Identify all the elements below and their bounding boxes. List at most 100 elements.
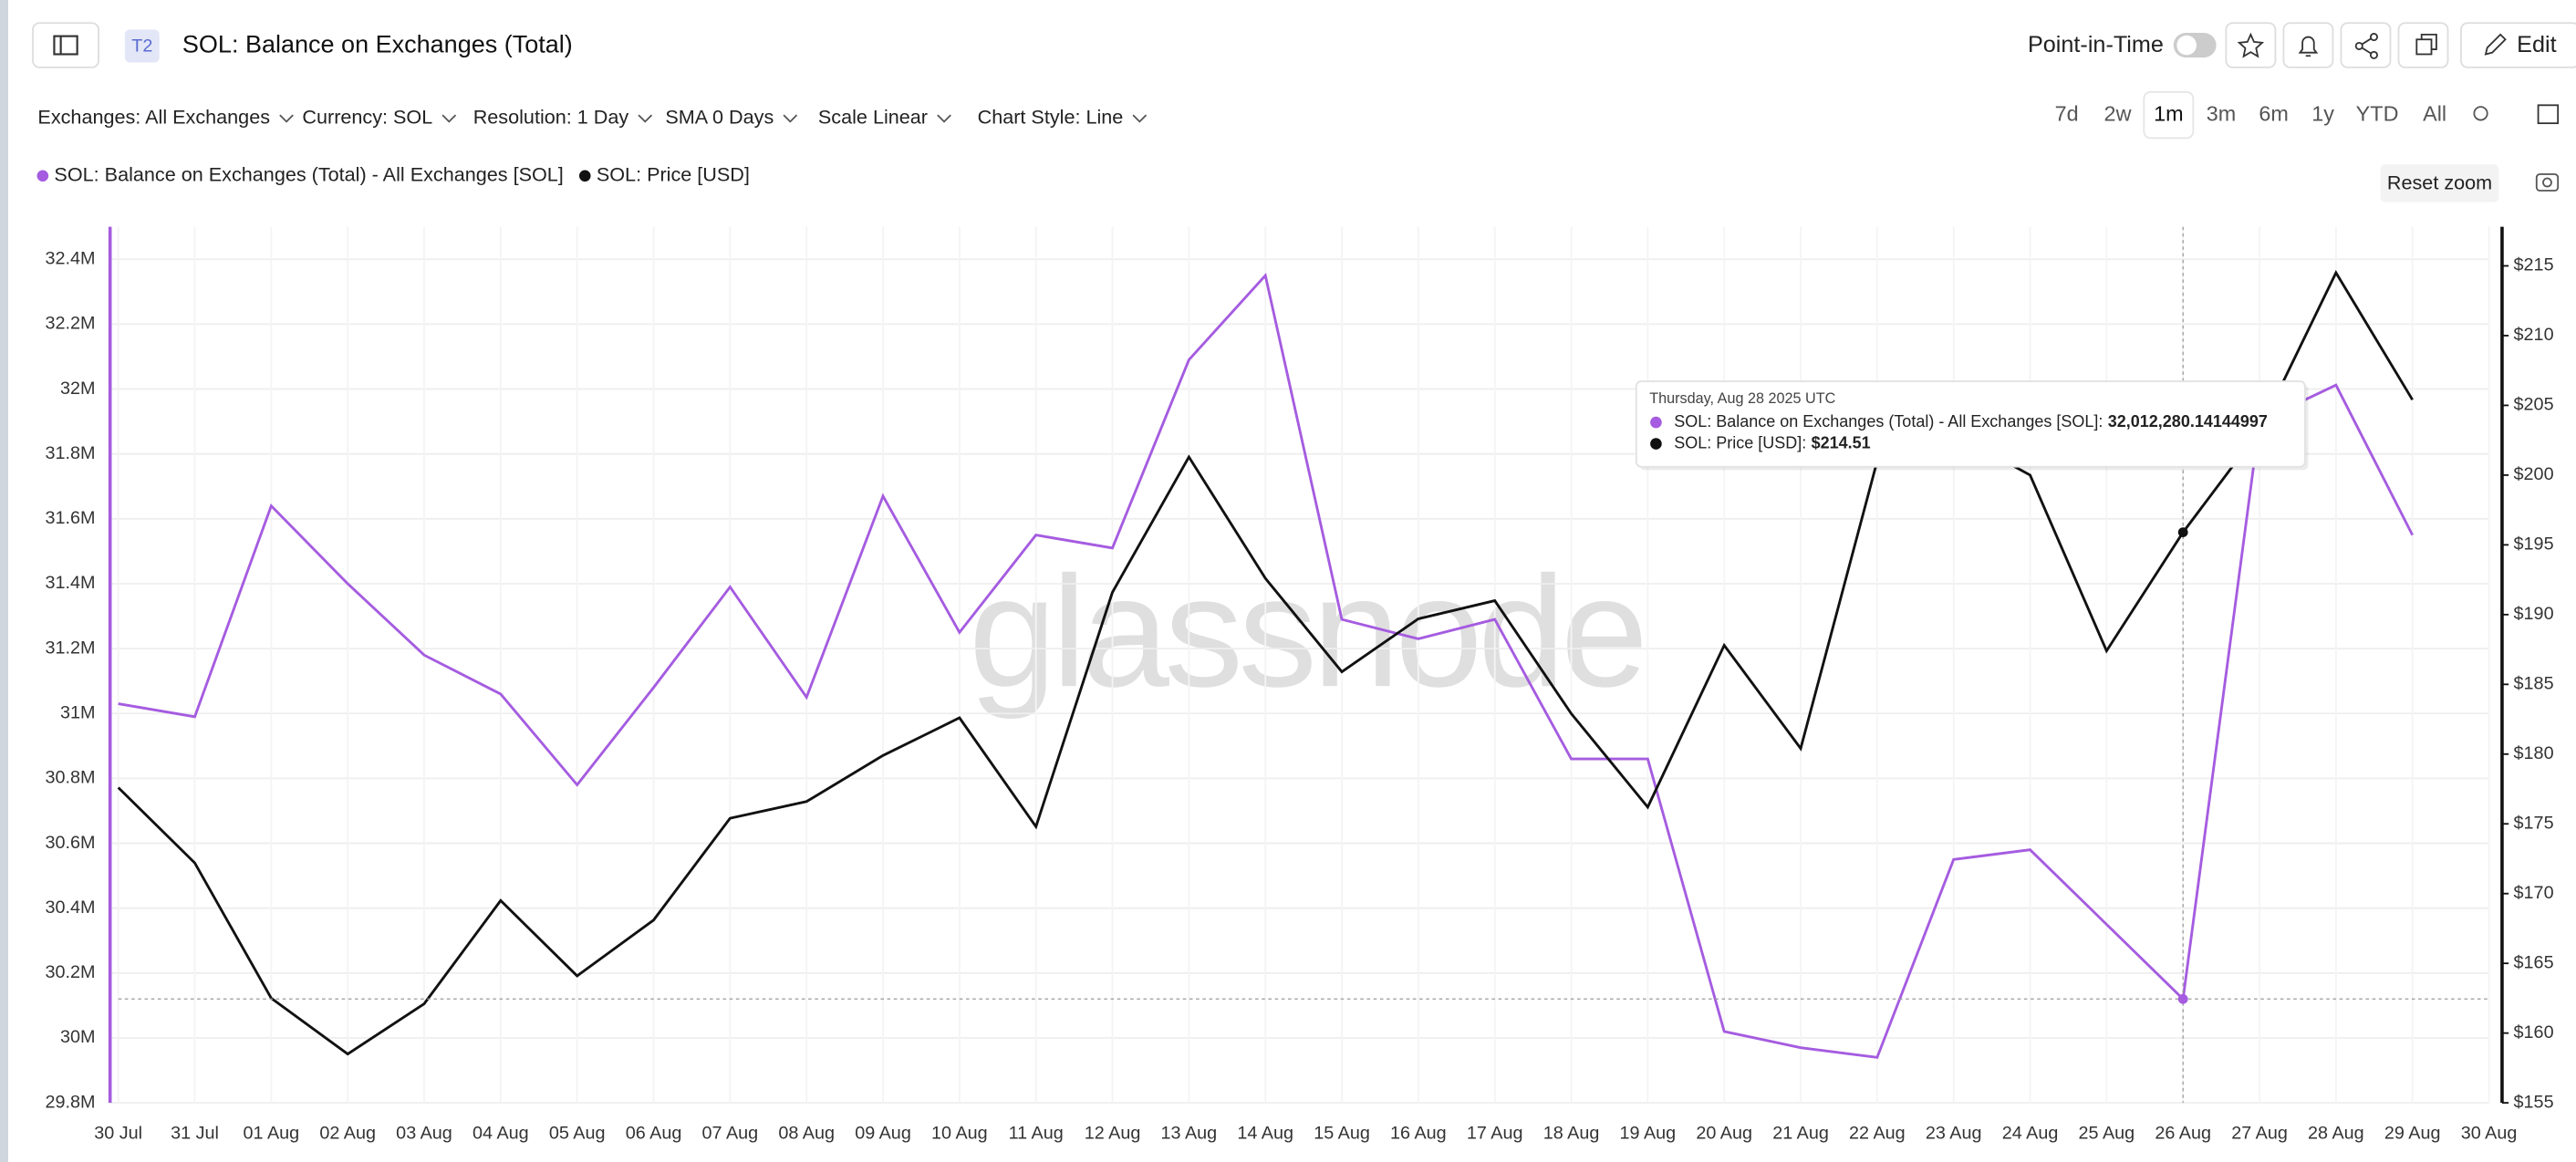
y2-tick-label: $175 bbox=[2514, 813, 2554, 833]
legend-entry[interactable]: SOL: Balance on Exchanges (Total) - All … bbox=[54, 163, 563, 186]
x-tick-label: 19 Aug bbox=[1620, 1124, 1677, 1144]
watermark: glassnode bbox=[969, 543, 1644, 720]
hover-point bbox=[2177, 993, 2188, 1004]
y2-tick-label: $170 bbox=[2514, 883, 2554, 903]
legend-dot bbox=[36, 170, 49, 182]
active-range-bg bbox=[2143, 91, 2195, 140]
y-tick-label: 30.4M bbox=[45, 897, 95, 918]
chevron bbox=[279, 114, 294, 123]
y2-tick-label: $215 bbox=[2514, 255, 2554, 275]
alert-button[interactable] bbox=[2282, 22, 2334, 68]
x-tick-label: 28 Aug bbox=[2308, 1124, 2364, 1144]
share-button[interactable] bbox=[2340, 22, 2392, 68]
filter[interactable]: Resolution: 1 Day bbox=[473, 105, 629, 128]
x-tick-label: 16 Aug bbox=[1390, 1124, 1447, 1144]
x-tick-label: 12 Aug bbox=[1085, 1124, 1141, 1144]
share-dot bbox=[2369, 33, 2378, 42]
x-tick-label: 02 Aug bbox=[319, 1124, 376, 1144]
copy-icon bbox=[2415, 38, 2433, 56]
range-button[interactable]: 3m bbox=[2207, 101, 2237, 125]
x-tick-label: 18 Aug bbox=[1543, 1124, 1600, 1144]
x-tick-label: 09 Aug bbox=[855, 1124, 911, 1144]
tooltip-value: $214.51 bbox=[1812, 433, 1871, 451]
camera-lens bbox=[2542, 177, 2552, 188]
x-tick-label: 13 Aug bbox=[1161, 1124, 1218, 1144]
range-button[interactable]: 1m bbox=[2154, 101, 2184, 125]
x-tick-label: 10 Aug bbox=[931, 1124, 988, 1144]
x-tick-label: 26 Aug bbox=[2155, 1124, 2211, 1144]
x-tick-label: 15 Aug bbox=[1314, 1124, 1370, 1144]
x-tick-label: 04 Aug bbox=[473, 1124, 529, 1144]
copy-icon bbox=[2420, 33, 2437, 50]
x-tick-label: 20 Aug bbox=[1696, 1124, 1752, 1144]
range-button[interactable]: YTD bbox=[2356, 101, 2399, 125]
y2-tick-label: $205 bbox=[2514, 395, 2554, 415]
page-title: SOL: Balance on Exchanges (Total) bbox=[182, 31, 573, 58]
range-button[interactable]: 2w bbox=[2104, 101, 2132, 125]
tooltip-dot bbox=[1650, 416, 1662, 429]
y-tick-label: 30M bbox=[60, 1027, 96, 1047]
calendar-icon bbox=[2537, 104, 2560, 125]
chevron bbox=[783, 114, 798, 123]
chevron bbox=[1132, 114, 1148, 123]
x-tick-label: 27 Aug bbox=[2231, 1124, 2288, 1144]
tooltip-value: 32,012,280.14144997 bbox=[2108, 412, 2268, 431]
tooltip-label: SOL: Price [USD]: bbox=[1674, 433, 1806, 451]
left-edge bbox=[0, 0, 9, 1162]
y-tick-label: 30.8M bbox=[45, 768, 95, 788]
camera-icon[interactable] bbox=[2535, 173, 2560, 192]
x-tick-label: 21 Aug bbox=[1772, 1124, 1829, 1144]
y2-tick-label: $195 bbox=[2514, 534, 2554, 555]
y-tick-label: 30.6M bbox=[45, 833, 95, 853]
range-button[interactable]: 6m bbox=[2259, 101, 2289, 125]
x-tick-label: 31 Jul bbox=[171, 1124, 219, 1144]
zoom-icon[interactable] bbox=[2473, 106, 2488, 121]
legend-dot bbox=[578, 170, 591, 182]
y2-tick-label: $185 bbox=[2514, 674, 2554, 694]
star-button[interactable] bbox=[2225, 22, 2277, 68]
filter[interactable]: Chart Style: Line bbox=[978, 105, 1124, 128]
filter[interactable]: Currency: SOL bbox=[302, 105, 432, 128]
filter[interactable]: SMA 0 Days bbox=[665, 105, 774, 128]
y-tick-label: 29.8M bbox=[45, 1092, 95, 1112]
chevron bbox=[937, 114, 951, 123]
edit-button[interactable] bbox=[2460, 22, 2576, 68]
reset-zoom-button[interactable] bbox=[2380, 164, 2499, 202]
x-tick-label: 06 Aug bbox=[626, 1124, 682, 1144]
tooltip bbox=[1635, 380, 2306, 468]
sidebar-button[interactable] bbox=[32, 22, 99, 68]
filter[interactable]: Exchanges: All Exchanges bbox=[37, 105, 270, 128]
y-tick-label: 31M bbox=[60, 702, 96, 722]
bell-icon bbox=[2298, 36, 2319, 57]
y2-tick-label: $155 bbox=[2514, 1092, 2554, 1112]
range-button[interactable]: All bbox=[2423, 101, 2446, 125]
edit-label: Edit bbox=[2517, 32, 2556, 57]
edit-icon bbox=[2484, 33, 2507, 56]
y-tick-label: 31.8M bbox=[45, 443, 95, 463]
x-tick-label: 25 Aug bbox=[2079, 1124, 2135, 1144]
x-tick-label: 08 Aug bbox=[778, 1124, 835, 1144]
sidebar-icon bbox=[53, 35, 78, 56]
legend-entry[interactable]: SOL: Price [USD] bbox=[597, 163, 750, 186]
x-tick-label: 01 Aug bbox=[244, 1124, 300, 1144]
y-tick-label: 31.4M bbox=[45, 573, 95, 593]
y2-tick-label: $190 bbox=[2514, 604, 2554, 624]
calendar-button[interactable] bbox=[2529, 91, 2567, 139]
tooltip-date: Thursday, Aug 28 2025 UTC bbox=[1649, 390, 1835, 407]
y-tick-label: 30.2M bbox=[45, 962, 95, 982]
range-button[interactable]: 1y bbox=[2311, 101, 2334, 125]
y-tick-label: 32.4M bbox=[45, 248, 95, 268]
range-button[interactable]: 7d bbox=[2055, 101, 2079, 125]
filter[interactable]: Scale Linear bbox=[818, 105, 928, 128]
y2-tick-label: $180 bbox=[2514, 743, 2554, 763]
x-tick-label: 23 Aug bbox=[1926, 1124, 1982, 1144]
y2-tick-label: $210 bbox=[2514, 325, 2554, 345]
x-tick-label: 22 Aug bbox=[1849, 1124, 1906, 1144]
share-dot bbox=[2369, 50, 2378, 59]
x-tick-label: 05 Aug bbox=[549, 1124, 606, 1144]
tooltip-label: SOL: Balance on Exchanges (Total) - All … bbox=[1674, 412, 2103, 431]
plot bbox=[109, 226, 2490, 1105]
